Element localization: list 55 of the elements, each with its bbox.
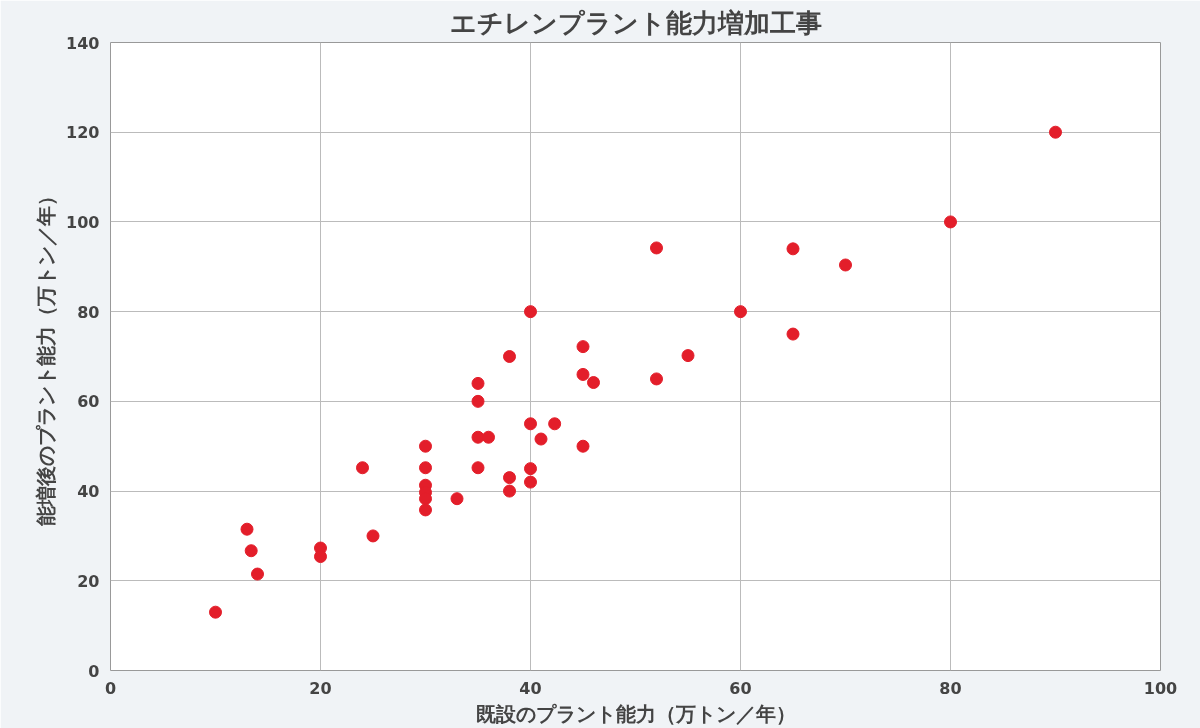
point: [839, 258, 852, 272]
point: [471, 461, 485, 475]
chart-title: エチレンプラント能力増加工事: [449, 7, 822, 38]
point: [534, 432, 548, 446]
point: [1049, 125, 1062, 139]
point: [650, 372, 663, 386]
x-axis-title: 既設のプラント能力（万トン／年）: [475, 701, 796, 726]
point: [576, 439, 590, 453]
point: [944, 215, 957, 229]
point: [419, 461, 432, 475]
point: [240, 522, 254, 536]
x-tick-label: 80: [939, 678, 962, 698]
point: [548, 417, 562, 431]
y-tick-label: 60: [77, 392, 100, 412]
point: [503, 484, 516, 498]
point: [366, 529, 380, 543]
x-tick-label: 40: [519, 678, 542, 698]
point: [524, 475, 537, 489]
x-tick-label: 60: [729, 678, 752, 698]
point: [681, 349, 695, 363]
point: [314, 550, 327, 564]
point: [419, 503, 432, 517]
point: [503, 350, 516, 363]
point: [524, 305, 537, 319]
point: [419, 439, 432, 453]
point: [356, 461, 369, 475]
point: [482, 430, 495, 444]
x-tick-label: 0: [104, 678, 117, 698]
point: [576, 367, 590, 381]
point: [244, 544, 258, 558]
point: [450, 492, 464, 506]
point: [587, 376, 600, 390]
point: [786, 327, 800, 341]
point: [503, 471, 516, 485]
y-tick-label: 0: [88, 661, 100, 681]
y-tick-label: 20: [77, 571, 100, 591]
point: [251, 567, 264, 581]
point: [734, 305, 747, 319]
y-axis-title: 能増後のプラント能力（万トン／年）: [34, 186, 59, 527]
point: [786, 242, 800, 256]
y-tick-label: 140: [66, 33, 100, 53]
point: [576, 340, 590, 354]
point: [471, 430, 485, 444]
y-tick-label: 80: [77, 302, 100, 322]
point: [524, 417, 537, 431]
point: [650, 241, 663, 255]
y-tick-label: 120: [66, 123, 100, 143]
point: [524, 462, 537, 476]
y-tick-label: 100: [66, 212, 100, 232]
point: [209, 605, 222, 619]
point: [471, 376, 485, 390]
x-tick-label: 20: [309, 678, 332, 698]
y-tick-label: 40: [77, 482, 100, 502]
point: [471, 394, 485, 408]
x-tick-label: 100: [1143, 678, 1178, 698]
